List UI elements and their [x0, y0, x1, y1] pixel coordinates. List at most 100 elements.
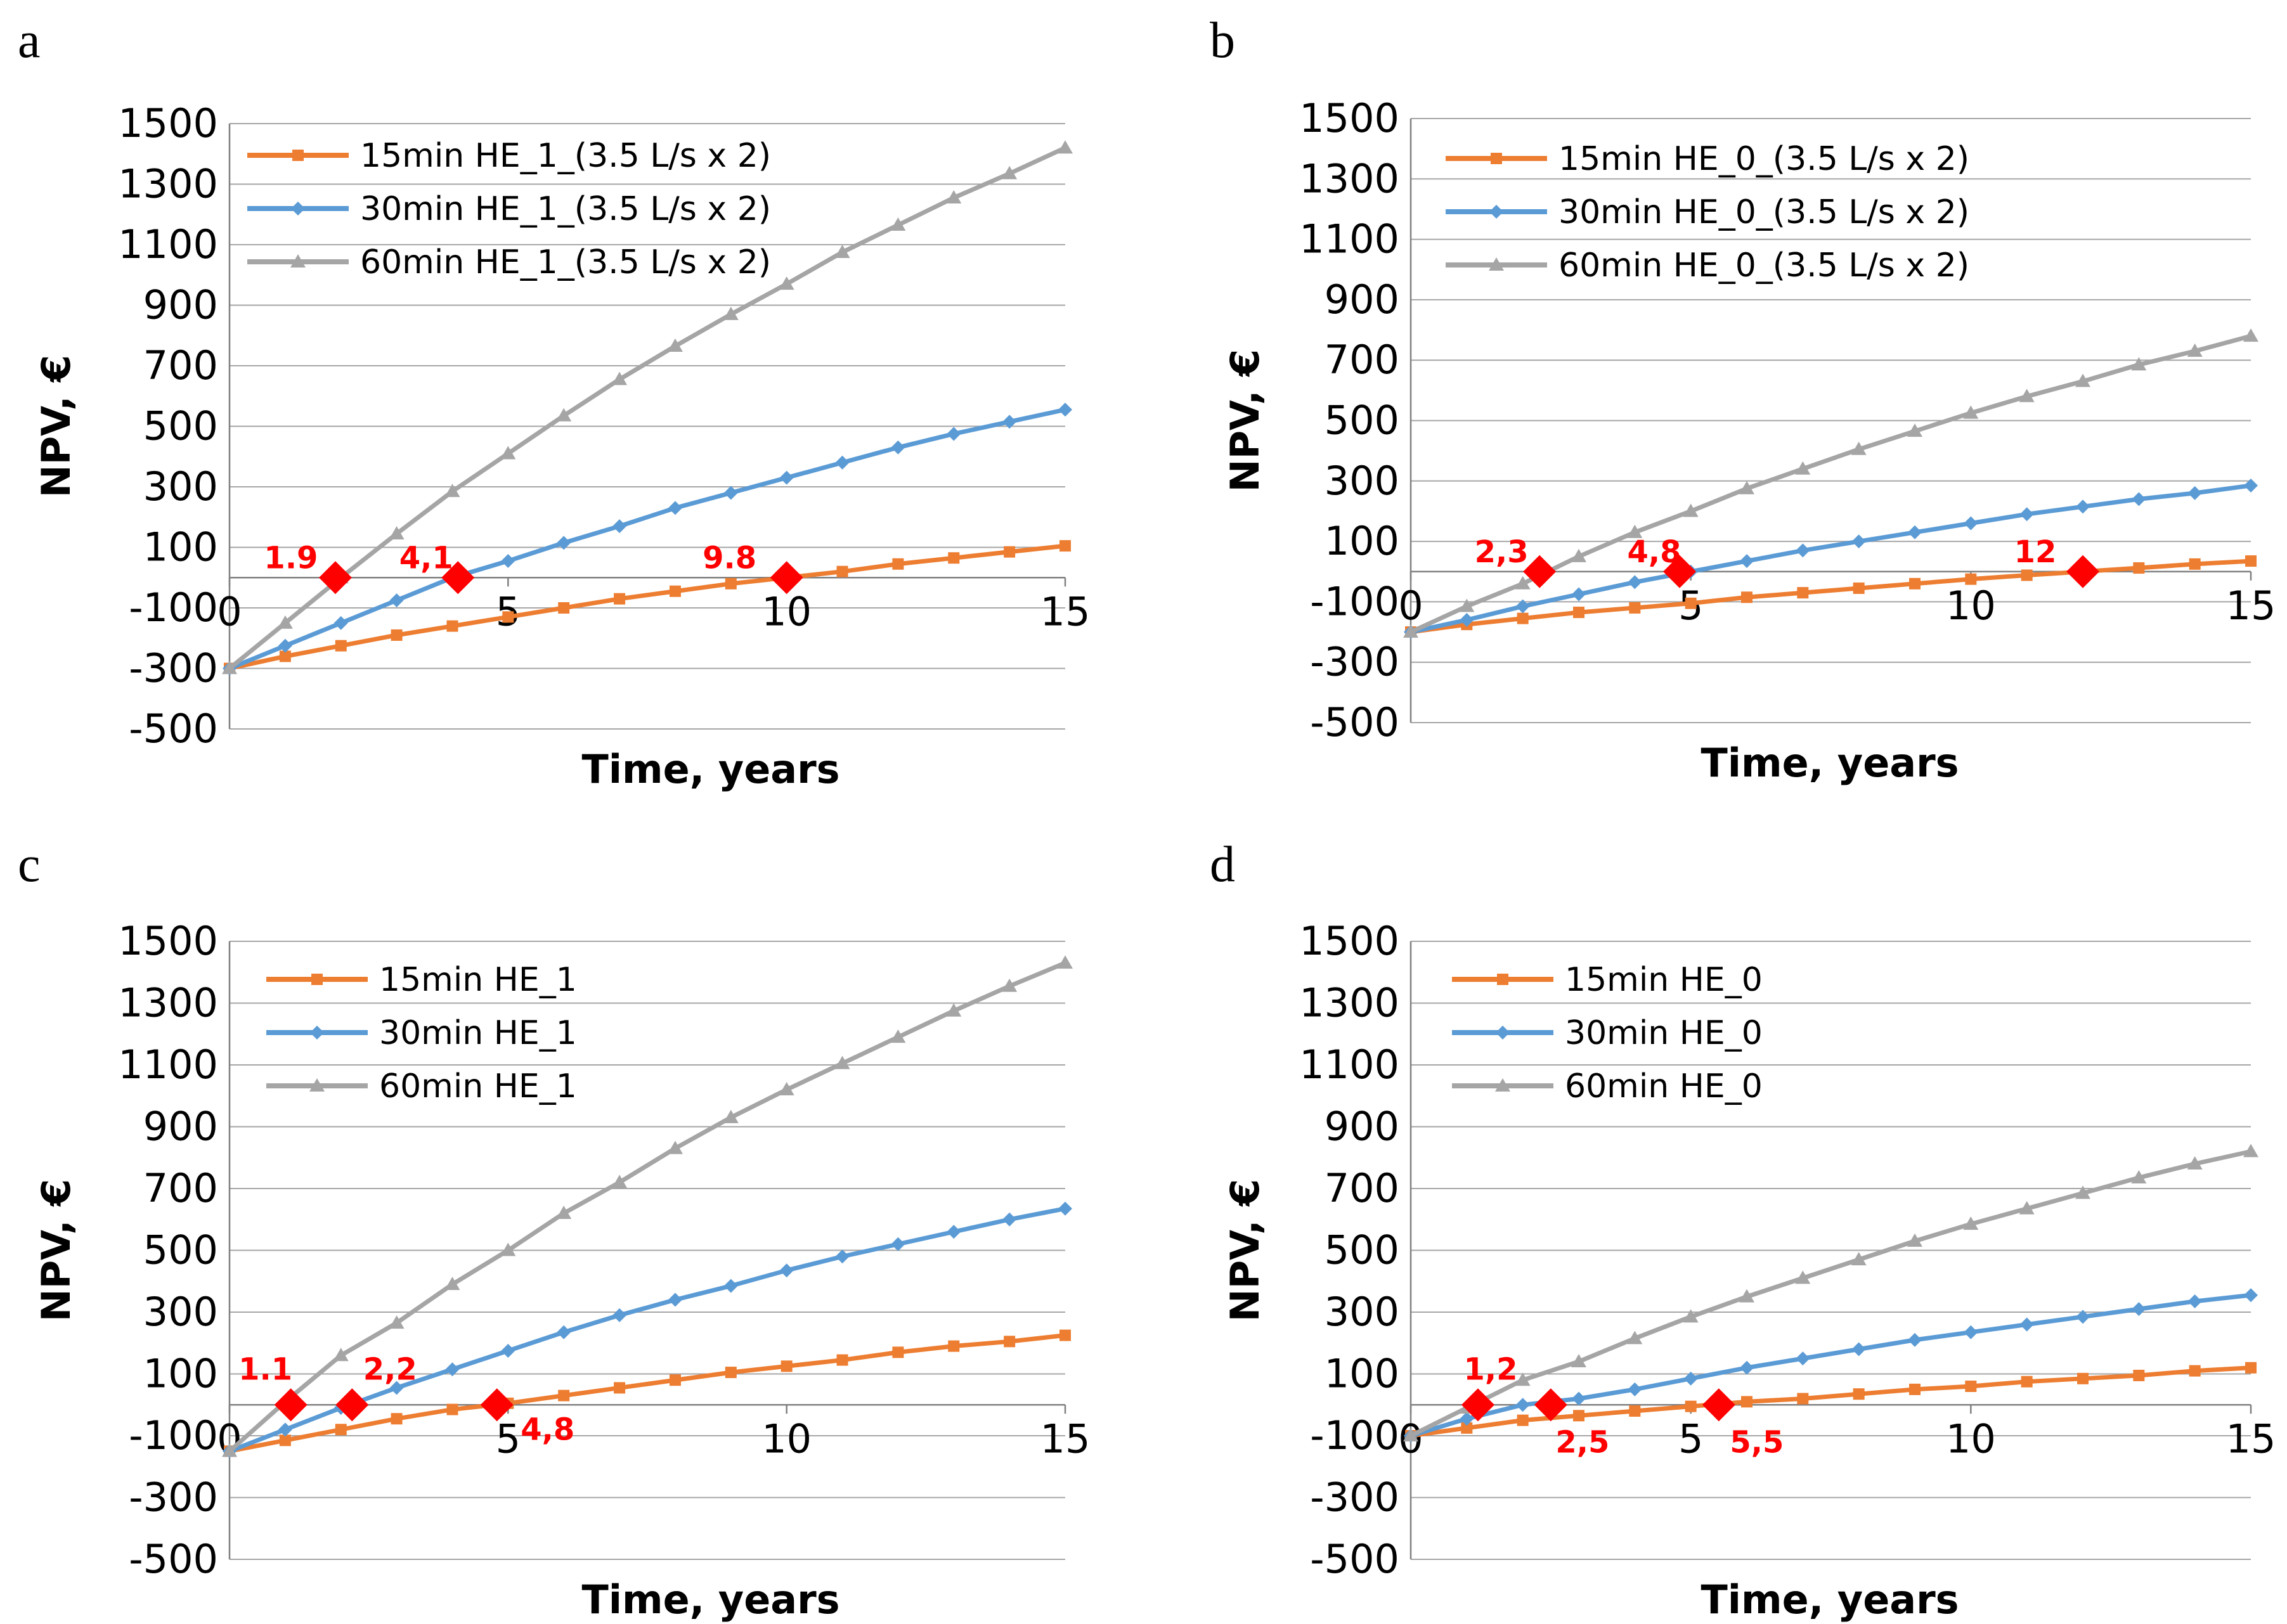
data-point: [335, 640, 347, 652]
y-tick-label: -300: [129, 1474, 218, 1521]
data-point: [1627, 524, 1643, 538]
x-tick-label: 10: [1946, 1415, 1996, 1462]
data-point: [1627, 1331, 1643, 1344]
y-tick-label: 1500: [1299, 95, 1399, 141]
y-tick-label: 500: [1325, 1227, 1399, 1273]
data-point: [946, 1003, 962, 1017]
data-point: [444, 484, 460, 498]
panel-letter: c: [18, 837, 41, 893]
data-point: [2245, 555, 2257, 567]
data-point: [1740, 1360, 1754, 1375]
payback-marker: [274, 1388, 308, 1422]
data-point: [1517, 612, 1529, 624]
data-point: [1515, 576, 1531, 590]
series-line: [227, 543, 1068, 671]
data-point: [1683, 503, 1699, 517]
x-tick-label: 0: [1398, 583, 1423, 629]
data-point: [1851, 1252, 1867, 1266]
data-point: [2076, 1310, 2090, 1324]
data-point: [2075, 373, 2090, 387]
payback-marker: [770, 561, 803, 595]
panel-letter: d: [1210, 837, 1235, 893]
y-tick-label: 700: [1325, 337, 1399, 383]
data-point: [1795, 461, 1811, 475]
payback-label: 9.8: [703, 540, 756, 576]
data-point: [2021, 569, 2033, 581]
data-point: [612, 371, 628, 385]
data-point: [834, 244, 850, 258]
legend-marker: [290, 254, 306, 267]
data-point: [2019, 1201, 2035, 1215]
payback-label: 2,5: [1555, 1424, 1609, 1460]
data-point: [334, 615, 348, 630]
data-point: [1059, 1329, 1071, 1341]
y-tick-label: -100: [1310, 578, 1399, 624]
data-point: [1571, 548, 1586, 562]
data-point: [892, 1346, 904, 1358]
data-point: [2021, 1376, 2033, 1388]
y-tick-label: -500: [129, 1536, 218, 1582]
data-point: [2187, 486, 2202, 500]
data-point: [836, 1354, 848, 1366]
data-point: [1851, 441, 1867, 455]
data-point: [836, 565, 848, 577]
series-2: [223, 1201, 1072, 1459]
y-tick-label: 900: [143, 282, 218, 328]
y-tick-label: -300: [129, 645, 218, 692]
series-line: [227, 960, 1068, 1453]
payback-marker: [335, 1388, 369, 1422]
data-point: [1739, 1289, 1754, 1303]
x-axis-title: Time, years: [1701, 1576, 1959, 1623]
legend-label: 30min HE_0_(3.5 L/s x 2): [1558, 193, 1969, 231]
data-point: [947, 427, 961, 441]
data-point: [1515, 599, 1530, 614]
data-point: [948, 1340, 960, 1352]
payback-label: 12: [2014, 534, 2057, 570]
series-line: [227, 1333, 1068, 1453]
data-point: [1853, 1388, 1865, 1400]
data-point: [389, 526, 405, 540]
x-axis-title: Time, years: [581, 1576, 839, 1623]
data-point: [891, 1237, 905, 1251]
payback-marker: [318, 561, 352, 595]
data-point: [614, 1382, 626, 1394]
y-tick-label: 300: [143, 463, 218, 510]
x-tick-label: 5: [496, 1415, 521, 1462]
data-point: [1853, 582, 1865, 594]
data-point: [948, 552, 960, 564]
data-point: [2187, 1156, 2203, 1170]
data-point: [890, 1029, 906, 1043]
data-point: [667, 1140, 683, 1154]
data-point: [834, 1055, 850, 1069]
y-axis-title: NPV, €: [1222, 349, 1268, 493]
payback-marker: [1461, 1388, 1494, 1422]
y-tick-label: 1100: [1299, 1041, 1399, 1088]
data-point: [279, 650, 291, 662]
y-tick-label: -100: [129, 1412, 218, 1459]
data-point: [501, 553, 515, 568]
y-tick-label: -300: [1310, 1474, 1399, 1521]
data-point: [1629, 602, 1641, 614]
data-point: [725, 1367, 737, 1379]
payback-marker: [1534, 1388, 1567, 1422]
y-axis-title: NPV, €: [33, 1179, 79, 1322]
legend-marker: [292, 150, 304, 161]
payback-marker: [1702, 1388, 1735, 1422]
series-line: [227, 407, 1068, 671]
data-point: [278, 1422, 292, 1437]
legend-label: 15min HE_1: [379, 961, 577, 999]
y-tick-label: 700: [143, 342, 218, 389]
chart-panel-d: d 1500 1300 1100 900 700 500 300 100 -100 -300 -500…: [1210, 837, 2276, 1623]
data-point: [779, 470, 794, 485]
data-point: [1965, 573, 1977, 585]
chart-panel-c: c 1500 1300 1100 900 700 500 300 100 -100 -300 -500…: [18, 837, 1090, 1623]
series-line: [1408, 558, 2253, 635]
data-point: [500, 1242, 516, 1256]
data-point: [500, 446, 516, 460]
y-tick-label: 1500: [118, 100, 218, 146]
payback-label: 2,3: [1475, 534, 1529, 570]
y-tick-label: 900: [1325, 1104, 1399, 1150]
data-point: [835, 1249, 850, 1264]
payback-label: 2,2: [363, 1351, 417, 1387]
payback-marker: [480, 1388, 514, 1422]
